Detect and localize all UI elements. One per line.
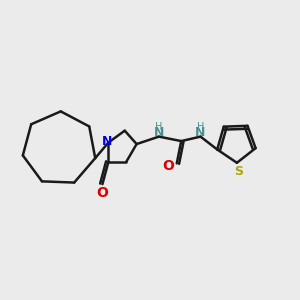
Text: O: O <box>163 159 174 173</box>
Text: H: H <box>155 122 163 132</box>
Text: S: S <box>234 165 243 178</box>
Text: H: H <box>197 122 204 132</box>
Text: N: N <box>195 126 206 139</box>
Text: N: N <box>154 126 164 139</box>
Text: N: N <box>102 135 113 148</box>
Text: O: O <box>97 186 108 200</box>
